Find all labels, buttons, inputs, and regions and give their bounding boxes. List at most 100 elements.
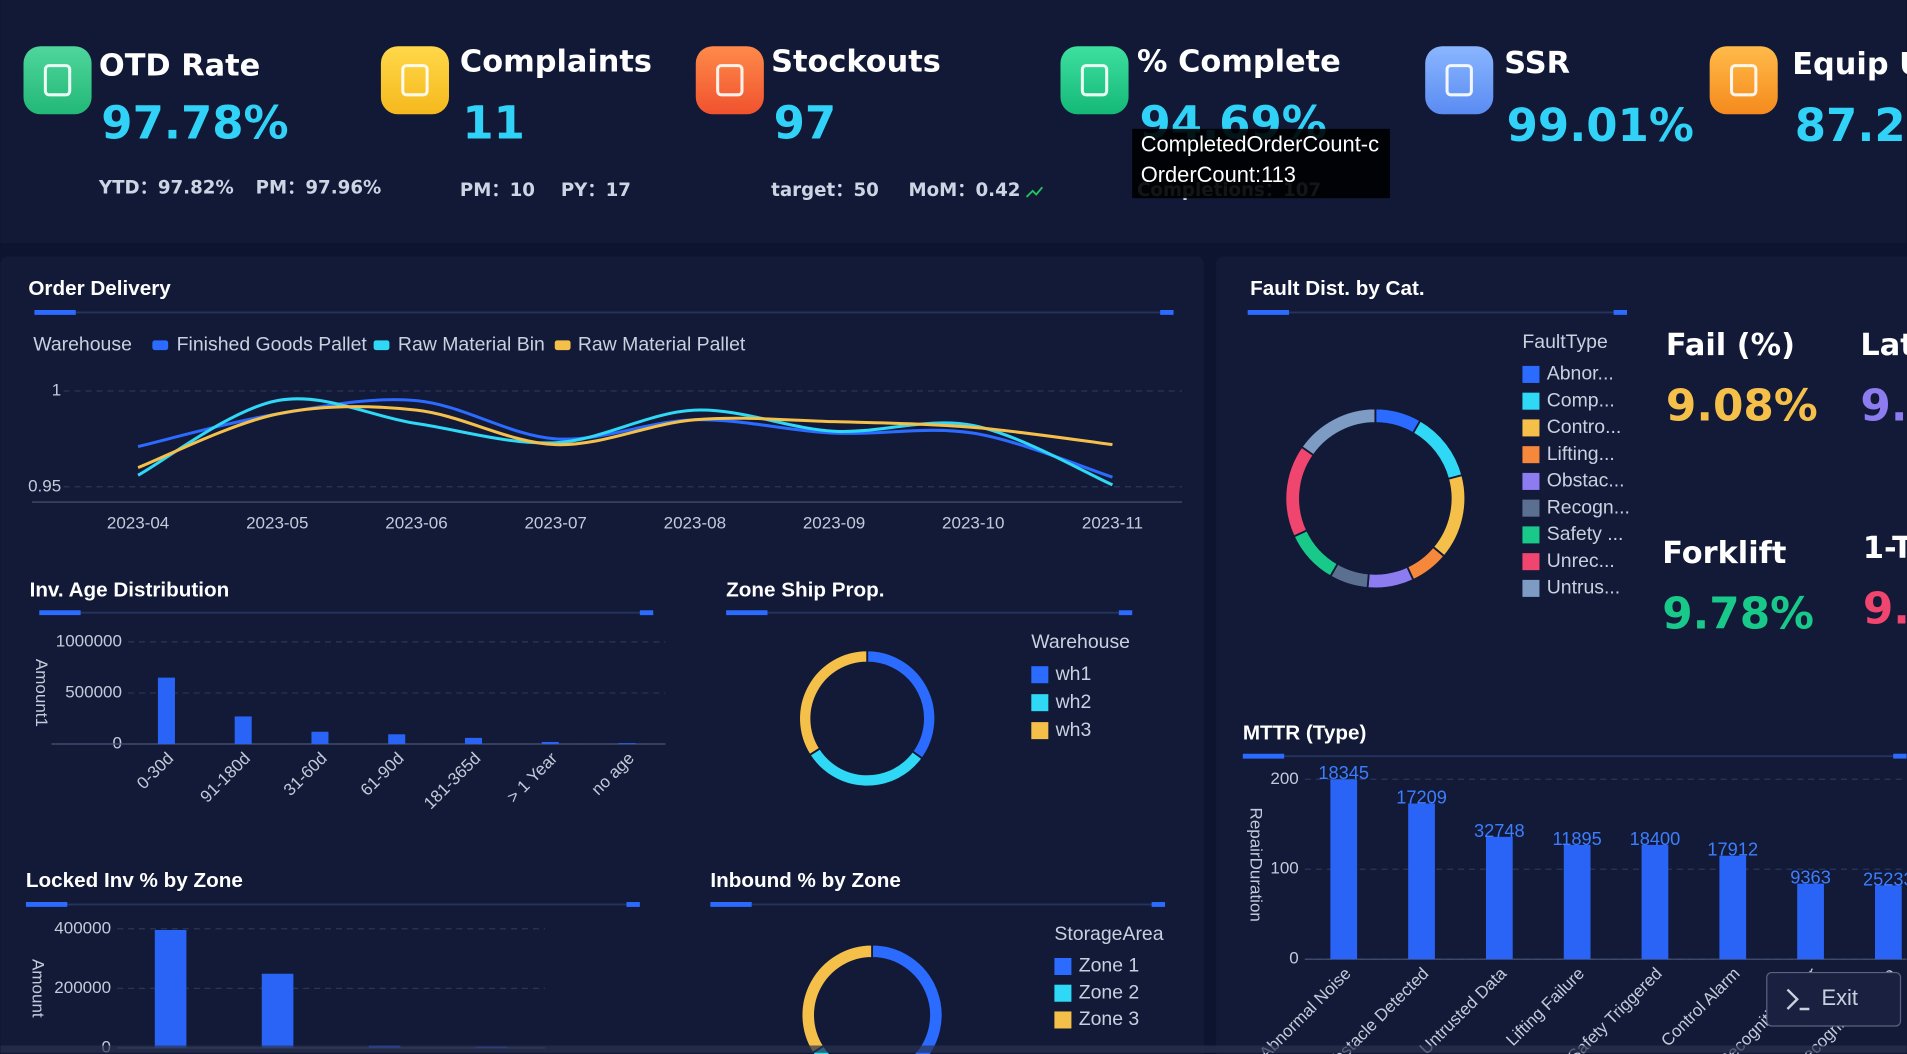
- y-tick-label: 200: [1270, 769, 1298, 788]
- side-kpi-title: Lat: [1860, 328, 1907, 363]
- legend-label: Lifting...: [1547, 443, 1615, 465]
- side-kpi-value: 9.: [1860, 380, 1907, 431]
- chart-title: Inbound % by Zone: [710, 869, 900, 892]
- kpi-icon: [1709, 46, 1778, 115]
- legend-label: wh1: [1055, 663, 1092, 685]
- right-panel: [1216, 256, 1907, 1054]
- kpi-icon: [23, 46, 92, 115]
- legend-title: Warehouse: [1031, 631, 1130, 653]
- kpi-icon: [380, 46, 449, 115]
- x-tick-label: 2023-10: [942, 513, 1004, 532]
- bar: [1719, 855, 1747, 960]
- bar: [1641, 844, 1669, 960]
- legend-label: Safety ...: [1547, 523, 1624, 545]
- legend-label: Contro...: [1547, 416, 1622, 438]
- y-tick-label: 0: [113, 734, 122, 753]
- kpi-title: SSR: [1504, 46, 1570, 81]
- legend-label: Recogn...: [1547, 496, 1630, 518]
- kpi-sub: PM：97.96%: [256, 177, 382, 198]
- legend-swatch: [1031, 666, 1049, 684]
- kpi-title: OTD Rate: [99, 48, 260, 83]
- y-tick-label: 1000000: [56, 631, 122, 650]
- kpi-value: 87.21: [1795, 99, 1907, 152]
- exit-label: Exit: [1822, 985, 1858, 1010]
- side-kpi-title: Fail (%): [1666, 328, 1795, 363]
- chart-title: Order Delivery: [28, 277, 171, 300]
- bar: [618, 743, 636, 744]
- side-kpi-title: Forklift: [1662, 536, 1786, 571]
- legend-swatch: [152, 340, 169, 351]
- y-axis-label: Amount1: [32, 659, 51, 727]
- kpi-icon-glyph: [1730, 64, 1758, 97]
- kpi-title: Stockouts: [771, 45, 941, 80]
- kpi-sub: YTD：97.82%: [98, 177, 234, 198]
- chart-title: Inv. Age Distribution: [30, 578, 230, 601]
- bar: [1874, 885, 1902, 960]
- y-tick-label: 0.95: [28, 476, 61, 495]
- legend-label: wh3: [1055, 719, 1092, 741]
- kpi-sub: target：50: [771, 180, 879, 201]
- y-axis-label: Amount: [28, 959, 47, 1018]
- legend-swatch: [1522, 365, 1540, 383]
- bar: [388, 734, 406, 744]
- kpi-title: Complaints: [460, 45, 652, 80]
- x-tick-label: 2023-07: [524, 513, 586, 532]
- bar-annotation: 18345: [1318, 762, 1369, 783]
- legend-swatch: [554, 340, 571, 351]
- kpi-title: Equip U: [1792, 47, 1907, 82]
- bar-annotation: 32748: [1474, 820, 1525, 841]
- y-tick-label: 100: [1270, 859, 1298, 878]
- x-tick-label: 2023-08: [664, 513, 726, 532]
- donut-segment: [1300, 407, 1377, 457]
- kpi-value: 97.78%: [101, 96, 288, 149]
- legend-swatch: [1054, 957, 1072, 975]
- x-tick-label: 2023-09: [803, 513, 865, 532]
- bar: [261, 973, 294, 1048]
- legend-swatch: [1522, 446, 1540, 464]
- legend-label: Zone 2: [1079, 981, 1140, 1003]
- kpi-icon-glyph: [43, 64, 72, 97]
- bar-annotation: 18400: [1630, 828, 1681, 849]
- legend-swatch: [1522, 499, 1540, 517]
- legend-swatch: [1054, 984, 1072, 1002]
- x-tick-label: 2023-06: [385, 513, 447, 532]
- bar: [311, 731, 329, 744]
- x-tick-label: 2023-04: [107, 513, 169, 532]
- kpi-icon: [695, 46, 764, 115]
- exit-button[interactable]: [1766, 971, 1902, 1027]
- chart-title: Fault Dist. by Cat.: [1250, 277, 1424, 300]
- tooltip-text: OrderCount:113: [1141, 162, 1296, 187]
- legend-swatch: [1522, 553, 1540, 571]
- kpi-icon-glyph: [401, 64, 429, 97]
- kpi-icon-glyph: [1445, 64, 1473, 97]
- legend-title: FaultType: [1522, 331, 1607, 353]
- side-kpi-value: 9.: [1863, 583, 1907, 634]
- bar: [464, 737, 482, 744]
- y-axis-label: RepairDuration: [1246, 808, 1265, 922]
- legend-label: Raw Material Pallet: [578, 333, 746, 355]
- legend-swatch: [1522, 472, 1540, 490]
- exit-icon: [1786, 988, 1810, 1011]
- y-tick-label: 200000: [54, 978, 111, 997]
- legend-swatch: [373, 340, 390, 351]
- bar-annotation: 25233: [1863, 868, 1907, 889]
- legend-swatch: [1522, 579, 1540, 597]
- bar: [234, 716, 252, 744]
- bar: [541, 741, 559, 744]
- legend-swatch: [1522, 419, 1540, 437]
- legend-label: Zone 1: [1079, 955, 1140, 977]
- line-series: [137, 404, 1113, 470]
- legend-label: Unrec...: [1547, 550, 1615, 572]
- legend-swatch: [1054, 1011, 1072, 1029]
- legend-swatch: [1031, 722, 1049, 740]
- bar: [1408, 803, 1435, 960]
- bar-annotation: 11895: [1552, 828, 1601, 849]
- bar-annotation: 17209: [1396, 786, 1447, 807]
- left-panel: [0, 256, 1204, 1054]
- bar: [157, 677, 175, 744]
- y-tick-label: 500000: [65, 682, 122, 701]
- legend-label: Finished Goods Pallet: [177, 333, 368, 355]
- side-kpi-value: 9.78%: [1662, 588, 1814, 639]
- bar: [1797, 883, 1824, 960]
